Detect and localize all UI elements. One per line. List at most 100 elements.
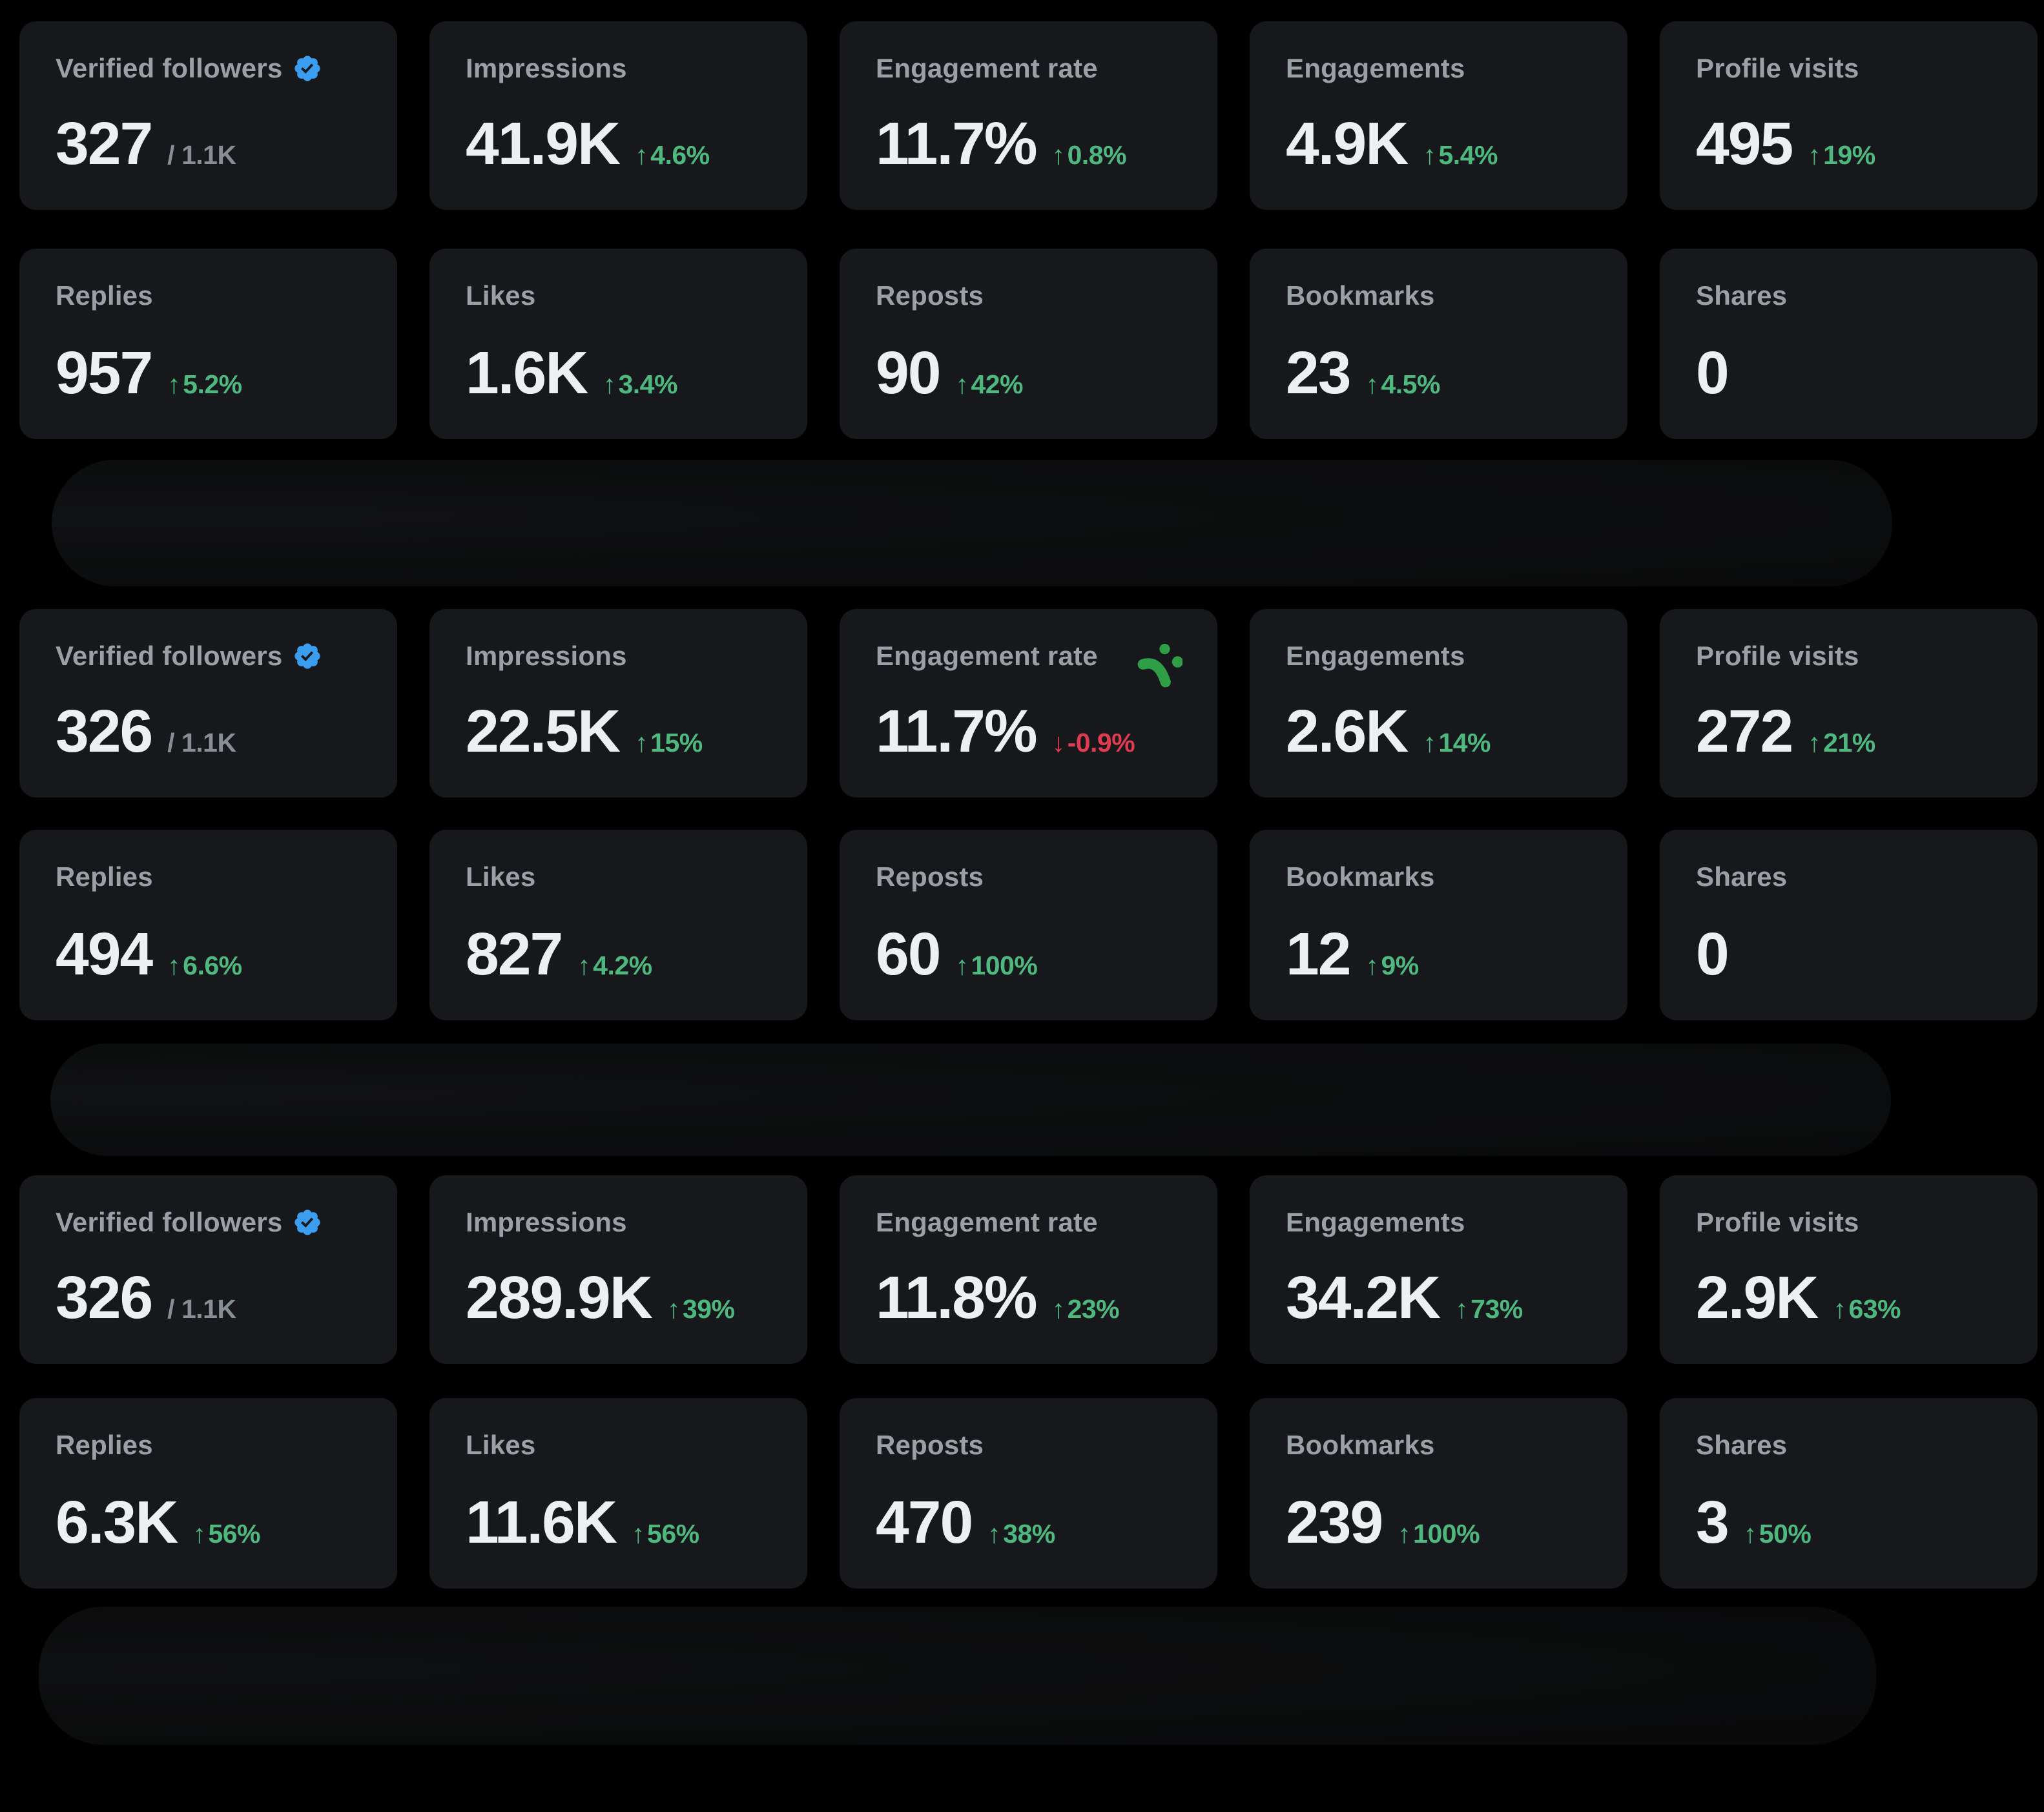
metric-value: 41.9K (466, 110, 621, 177)
trend-arrow-icon: ↑ (1455, 1294, 1469, 1324)
metric-value: 470 (876, 1488, 973, 1556)
trend-arrow-icon: ↑ (1833, 1294, 1846, 1324)
metric-delta: ↑23% (1051, 1294, 1120, 1324)
metric-value: 272 (1696, 697, 1793, 765)
trend-arrow-icon: ↑ (577, 951, 591, 980)
metric-card-period-1-shares: Shares 0 (1660, 249, 2038, 439)
metric-label: Verified followers (56, 641, 283, 671)
metric-label: Verified followers (56, 1207, 283, 1237)
trend-arrow-icon: ↑ (167, 951, 181, 980)
metric-label: Engagements (1286, 1207, 1465, 1237)
redacted-content-blob (39, 1607, 1876, 1745)
trend-arrow-icon: ↑ (1365, 951, 1379, 980)
metric-delta: ↓-0.9% (1051, 728, 1135, 757)
redacted-content-blob (50, 1044, 1891, 1156)
metric-delta: ↑4.6% (635, 140, 710, 170)
metric-value: 827 (466, 920, 563, 987)
metric-label: Likes (466, 861, 536, 892)
metric-delta: ↑100% (955, 951, 1038, 980)
metric-value: 60 (876, 920, 941, 987)
metric-value: 11.7% (876, 697, 1038, 765)
green-cursor-icon (1137, 643, 1182, 688)
metric-card-period-1-engagements: Engagements 4.9K ↑5.4% (1250, 21, 1627, 210)
metric-value: 0 (1696, 920, 1729, 987)
metric-card-period-3-shares: Shares 3 ↑50% (1660, 1398, 2038, 1589)
metric-card-period-1-reposts: Reposts 90 ↑42% (840, 249, 1217, 439)
metric-label: Profile visits (1696, 53, 1859, 83)
trend-arrow-icon: ↓ (1051, 728, 1066, 757)
trend-arrow-icon: ↑ (1808, 728, 1821, 757)
metric-card-period-3-replies: Replies 6.3K ↑56% (19, 1398, 397, 1589)
metric-delta: ↑38% (987, 1519, 1055, 1549)
metric-card-period-2-engagements: Engagements 2.6K ↑14% (1250, 609, 1627, 798)
trend-arrow-icon: ↑ (987, 1519, 1001, 1549)
metric-delta: ↑14% (1423, 728, 1491, 757)
trend-arrow-icon: ↑ (603, 369, 616, 399)
metric-label: Engagement rate (876, 53, 1098, 83)
metric-card-period-3-impressions: Impressions 289.9K ↑39% (429, 1175, 807, 1364)
metric-card-period-2-impressions: Impressions 22.5K ↑15% (429, 609, 807, 798)
metric-label: Engagement rate (876, 641, 1098, 671)
metric-delta: ↑5.4% (1423, 140, 1498, 170)
redacted-content-blob (52, 460, 1892, 586)
metric-secondary: / 1.1K (167, 728, 236, 757)
trend-arrow-icon: ↑ (1365, 369, 1379, 399)
metric-label: Reposts (876, 280, 984, 311)
metric-label: Impressions (466, 1207, 627, 1237)
metric-label: Profile visits (1696, 641, 1859, 671)
metric-card-period-1-likes: Likes 1.6K ↑3.4% (429, 249, 807, 439)
metric-label: Engagement rate (876, 1207, 1098, 1237)
metric-label: Replies (56, 280, 153, 311)
trend-arrow-icon: ↑ (955, 369, 969, 399)
metric-value: 90 (876, 339, 941, 406)
metric-card-period-3-verified-followers: Verified followers 326 / 1.1K (19, 1175, 397, 1364)
metric-value: 12 (1286, 920, 1351, 987)
metric-card-period-2-verified-followers: Verified followers 326 / 1.1K (19, 609, 397, 798)
metric-card-period-1-replies: Replies 957 ↑5.2% (19, 249, 397, 439)
metric-label: Replies (56, 861, 153, 892)
metric-delta: ↑4.2% (577, 951, 652, 980)
metric-delta: ↑6.6% (167, 951, 242, 980)
trend-arrow-icon: ↑ (1051, 1294, 1066, 1324)
metric-delta: ↑73% (1455, 1294, 1523, 1324)
metric-value: 289.9K (466, 1264, 653, 1331)
verified-badge-icon (294, 1210, 321, 1235)
metric-value: 23 (1286, 339, 1351, 406)
metric-card-period-2-reposts: Reposts 60 ↑100% (840, 830, 1217, 1020)
metric-label: Bookmarks (1286, 1430, 1435, 1460)
metric-card-period-3-engagements: Engagements 34.2K ↑73% (1250, 1175, 1627, 1364)
metric-secondary: / 1.1K (167, 140, 236, 170)
metric-label: Replies (56, 1430, 153, 1460)
metric-secondary: / 1.1K (167, 1294, 236, 1324)
metric-delta: ↑4.5% (1365, 369, 1440, 399)
metric-card-period-3-likes: Likes 11.6K ↑56% (429, 1398, 807, 1589)
trend-arrow-icon: ↑ (1423, 728, 1436, 757)
metric-card-period-2-bookmarks: Bookmarks 12 ↑9% (1250, 830, 1627, 1020)
metric-value: 11.8% (876, 1264, 1038, 1331)
trend-arrow-icon: ↑ (955, 951, 969, 980)
metric-label: Shares (1696, 861, 1788, 892)
metric-value: 6.3K (56, 1488, 178, 1556)
metric-value: 495 (1696, 110, 1793, 177)
metric-delta: ↑39% (666, 1294, 735, 1324)
metric-delta: ↑3.4% (603, 369, 677, 399)
metric-label: Likes (466, 1430, 536, 1460)
metric-value: 11.7% (876, 110, 1038, 177)
metric-delta: ↑0.8% (1051, 140, 1127, 170)
metric-delta: ↑9% (1365, 951, 1419, 980)
metric-label: Bookmarks (1286, 280, 1435, 311)
metric-value: 2.9K (1696, 1264, 1819, 1331)
trend-arrow-icon: ↑ (635, 728, 648, 757)
metric-value: 327 (56, 110, 153, 177)
metric-card-period-3-bookmarks: Bookmarks 239 ↑100% (1250, 1398, 1627, 1589)
metric-value: 0 (1696, 339, 1729, 406)
trend-arrow-icon: ↑ (666, 1294, 681, 1324)
metric-card-period-2-replies: Replies 494 ↑6.6% (19, 830, 397, 1020)
metric-label: Impressions (466, 641, 627, 671)
metric-value: 1.6K (466, 339, 588, 406)
metric-value: 326 (56, 1264, 153, 1331)
trend-arrow-icon: ↑ (1051, 140, 1066, 170)
metric-delta: ↑63% (1833, 1294, 1901, 1324)
trend-arrow-icon: ↑ (192, 1519, 206, 1549)
metric-label: Impressions (466, 53, 627, 83)
